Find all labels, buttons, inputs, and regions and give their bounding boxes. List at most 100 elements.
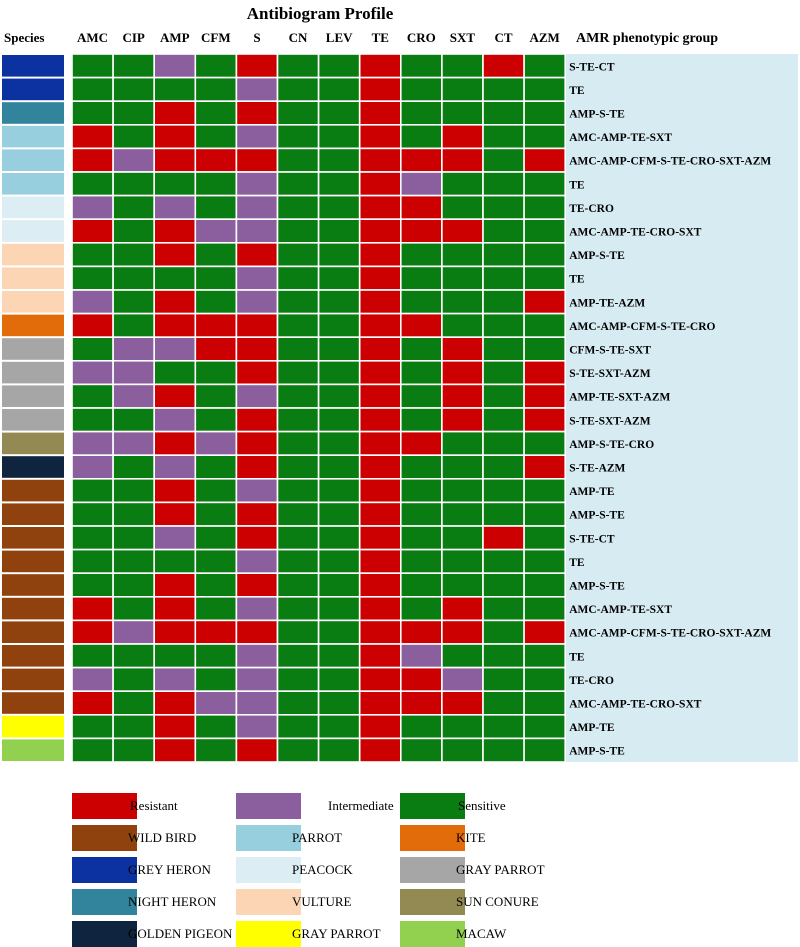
heatmap-cell	[317, 359, 361, 386]
heatmap-cell	[482, 53, 525, 79]
heatmap-cell	[112, 454, 155, 480]
species-cell	[2, 314, 64, 337]
heatmap-cell	[194, 53, 238, 79]
heatmap-cell	[194, 218, 238, 244]
heatmap-cell	[523, 666, 566, 692]
heatmap-cell	[399, 194, 443, 221]
heatmap-cell	[153, 501, 197, 527]
species-cell	[2, 550, 64, 573]
heatmap-cell	[399, 265, 443, 291]
heatmap-cell	[194, 336, 238, 362]
heatmap-cell	[235, 595, 279, 622]
legend-swatch	[72, 857, 137, 883]
heatmap-cell	[441, 737, 484, 763]
heatmap-cell	[523, 572, 566, 598]
legend-swatch	[400, 857, 465, 883]
legend-label: NIGHT HERON	[128, 894, 217, 909]
heatmap-cell	[153, 643, 197, 669]
heatmap-cell	[523, 124, 566, 150]
heatmap-cell	[441, 619, 484, 645]
heatmap-cell	[112, 619, 155, 645]
heatmap-cell	[112, 572, 155, 598]
heatmap-cell	[71, 619, 114, 645]
heatmap-cell	[71, 666, 114, 692]
heatmap-cell	[317, 572, 361, 598]
heatmap-cell	[153, 572, 197, 598]
heatmap-cell	[276, 194, 320, 221]
heatmap-cell	[112, 265, 155, 291]
heatmap-cell	[112, 147, 155, 173]
heatmap-cell	[71, 383, 114, 409]
heatmap-cell	[441, 100, 484, 126]
heatmap-cell	[523, 218, 566, 244]
heatmap-cell	[441, 194, 484, 221]
heatmap-cell	[523, 643, 566, 669]
heatmap-cell	[399, 312, 443, 339]
legend-swatch	[400, 793, 465, 819]
heatmap-cell	[235, 501, 279, 527]
legend-swatch	[400, 825, 465, 851]
amr-group-label: AMP-TE	[569, 486, 615, 498]
heatmap-cell	[153, 218, 197, 244]
heatmap-cell	[276, 265, 320, 291]
heatmap-cell	[71, 713, 114, 740]
amr-group-label: CFM-S-TE-SXT	[569, 345, 651, 357]
heatmap-cell	[276, 690, 320, 716]
column-label: SXT	[450, 30, 476, 45]
heatmap-cell	[523, 242, 566, 268]
heatmap-cell	[235, 666, 279, 692]
heatmap-cell	[358, 312, 402, 339]
heatmap-cell	[441, 124, 484, 150]
heatmap-cell	[194, 312, 238, 339]
heatmap-cell	[153, 619, 197, 645]
heatmap-cell	[194, 666, 238, 692]
heatmap-cell	[441, 501, 484, 527]
amr-group-label: AMP-TE-SXT-AZM	[569, 392, 670, 404]
legend-label: Resistant	[130, 798, 178, 813]
heatmap-cell	[482, 407, 525, 433]
heatmap-cell	[71, 289, 114, 315]
heatmap-cell	[441, 666, 484, 692]
heatmap-cell	[153, 265, 197, 291]
heatmap-cell	[317, 312, 361, 339]
heatmap-cell	[523, 265, 566, 291]
heatmap-cell	[482, 430, 525, 457]
heatmap-cell	[523, 171, 566, 197]
heatmap-cell	[276, 359, 320, 386]
heatmap-cell	[194, 477, 238, 504]
heatmap-cell	[194, 265, 238, 291]
legend-swatch	[400, 921, 465, 947]
heatmap-cell	[482, 548, 525, 574]
heatmap-cell	[523, 100, 566, 126]
heatmap-cell	[112, 525, 155, 551]
heatmap-cell	[71, 548, 114, 574]
heatmap-cell	[482, 359, 525, 386]
heatmap-cell	[71, 525, 114, 551]
heatmap-cell	[317, 289, 361, 315]
legend-swatch	[72, 921, 137, 947]
heatmap-cell	[112, 643, 155, 669]
heatmap-cell	[194, 643, 238, 669]
heatmap-cell	[276, 595, 320, 622]
heatmap-cell	[194, 548, 238, 574]
heatmap-cell	[523, 289, 566, 315]
heatmap-cell	[523, 737, 566, 763]
heatmap-cell	[317, 595, 361, 622]
heatmap-cell	[482, 265, 525, 291]
heatmap-cell	[235, 242, 279, 268]
heatmap-cell	[441, 525, 484, 551]
amr-group-label: AMC-AMP-TE-SXT	[569, 132, 672, 144]
amr-group-label: TE-CRO	[569, 203, 614, 215]
heatmap-cell	[523, 147, 566, 173]
column-labels: AMC CIP AMP CFM S CN LEV TE CRO SXT CT AZM	[77, 30, 560, 45]
heatmap-cell	[441, 359, 484, 386]
heatmap-cell	[358, 124, 402, 150]
heatmap-cell	[71, 124, 114, 150]
heatmap-cell	[235, 147, 279, 173]
heatmap-cell	[358, 194, 402, 221]
heatmap-cell	[358, 359, 402, 386]
amr-group-label: TE	[569, 557, 585, 569]
heatmap-cell	[317, 548, 361, 574]
heatmap-cell	[112, 548, 155, 574]
species-cell	[2, 243, 64, 266]
